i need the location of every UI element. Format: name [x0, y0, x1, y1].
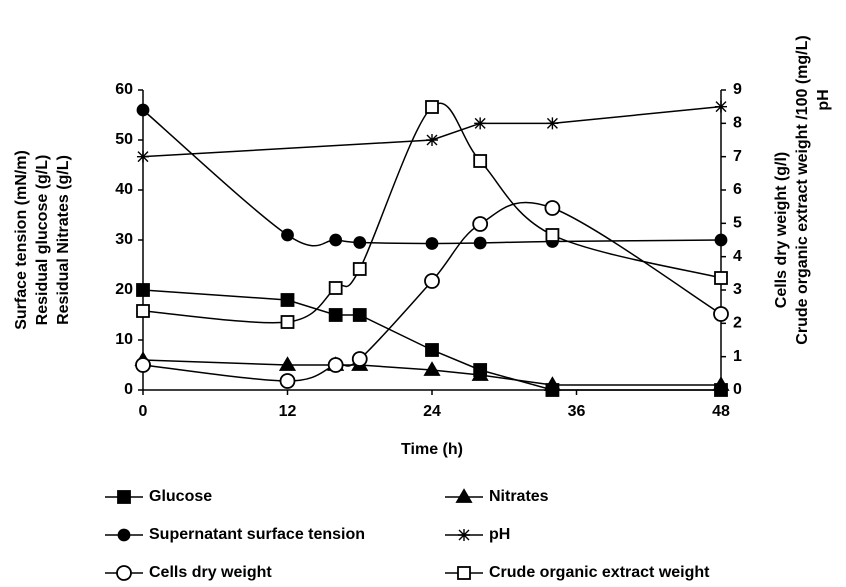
marker — [136, 304, 150, 318]
marker — [713, 306, 729, 322]
marker — [329, 233, 343, 247]
legend-label: pH — [489, 526, 510, 543]
y2-tick-label: 8 — [733, 115, 742, 132]
y2-tick-label: 7 — [733, 148, 742, 165]
marker — [280, 293, 295, 307]
marker — [458, 529, 470, 541]
marker — [117, 528, 131, 542]
y-tick-label: 60 — [115, 81, 133, 98]
marker — [545, 228, 560, 242]
marker — [352, 308, 367, 322]
marker — [353, 236, 367, 249]
marker — [136, 103, 150, 117]
y2-tick-label: 9 — [733, 81, 742, 98]
x-tick-label: 36 — [568, 403, 586, 420]
legend-label: Crude organic extract weight — [489, 564, 710, 581]
y2-axis-label: pH — [815, 89, 832, 110]
x-tick-label: 48 — [712, 403, 730, 420]
legend-label: Glucose — [149, 488, 212, 505]
marker — [544, 200, 561, 216]
x-tick-label: 12 — [279, 403, 297, 420]
marker — [455, 488, 473, 503]
y-axis-label: Residual glucose (g/L) — [34, 155, 51, 326]
marker — [328, 281, 343, 295]
marker — [543, 376, 561, 391]
marker — [473, 154, 488, 168]
marker — [715, 100, 727, 113]
series: pH — [137, 100, 727, 543]
y2-tick-label: 3 — [733, 281, 742, 298]
series: Supernatant surface tension — [105, 103, 728, 543]
series-line — [142, 359, 721, 386]
marker — [457, 566, 471, 580]
y2-tick-label: 1 — [733, 348, 742, 365]
marker — [474, 117, 487, 130]
marker — [278, 356, 297, 371]
series: Cells dry weight — [105, 200, 729, 581]
marker — [473, 236, 487, 250]
marker — [328, 308, 343, 322]
x-tick-label: 24 — [423, 403, 441, 420]
y2-tick-label: 0 — [733, 381, 742, 398]
y2-axis-label: Crude organic extract weight /100 (mg/L) — [794, 35, 811, 344]
series: Crude organic extract weight — [136, 100, 728, 581]
marker — [423, 361, 441, 376]
y2-tick-label: 5 — [733, 215, 742, 232]
x-axis-label: Time (h) — [401, 441, 463, 458]
x-tick-label: 0 — [139, 403, 148, 420]
y-tick-label: 0 — [124, 381, 133, 398]
marker — [116, 565, 132, 581]
series-line — [142, 109, 722, 247]
marker — [714, 271, 728, 285]
legend-label: Supernatant surface tension — [149, 526, 365, 543]
y-axis-label: Surface tension (mN/m) — [13, 150, 30, 330]
marker — [424, 273, 440, 289]
marker — [712, 376, 730, 391]
legend-label: Cells dry weight — [149, 564, 272, 581]
y-tick-label: 40 — [115, 181, 133, 198]
marker — [327, 357, 344, 373]
marker — [280, 315, 295, 329]
marker — [135, 357, 151, 373]
y2-tick-label: 4 — [733, 248, 742, 265]
marker — [351, 351, 368, 367]
marker — [137, 150, 149, 163]
marker — [425, 100, 439, 114]
y-tick-label: 30 — [115, 231, 133, 248]
marker — [279, 373, 296, 389]
marker — [425, 343, 439, 357]
marker — [472, 216, 489, 232]
marker — [352, 262, 367, 276]
y-tick-label: 20 — [115, 281, 133, 298]
y-axis-label: Residual Nitrates (g/L) — [55, 155, 72, 325]
legend-label: Nitrates — [489, 488, 549, 505]
marker — [471, 366, 489, 381]
y-tick-label: 50 — [115, 131, 133, 148]
y2-axis-label: Cells dry weight (g/l) — [773, 152, 790, 308]
marker — [136, 283, 150, 297]
marker — [281, 228, 294, 242]
y2-tick-label: 6 — [733, 181, 742, 198]
series-line — [142, 289, 721, 391]
y2-tick-label: 2 — [733, 315, 742, 332]
marker — [426, 134, 438, 146]
marker — [714, 233, 728, 247]
marker — [425, 237, 439, 250]
marker — [117, 490, 131, 504]
series-line — [142, 105, 722, 158]
marker — [546, 117, 559, 130]
y-tick-label: 10 — [115, 331, 133, 348]
